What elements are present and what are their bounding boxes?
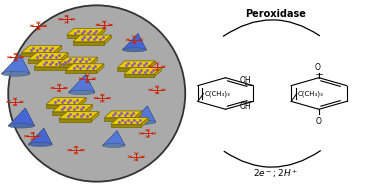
Polygon shape bbox=[141, 118, 148, 127]
Polygon shape bbox=[67, 35, 98, 38]
Text: O: O bbox=[316, 117, 322, 126]
Polygon shape bbox=[59, 64, 90, 67]
Polygon shape bbox=[122, 33, 146, 50]
Polygon shape bbox=[96, 64, 104, 73]
Polygon shape bbox=[68, 75, 95, 95]
Polygon shape bbox=[52, 112, 84, 115]
Text: O: O bbox=[314, 63, 321, 72]
Polygon shape bbox=[104, 35, 112, 45]
Polygon shape bbox=[28, 53, 68, 60]
Polygon shape bbox=[67, 28, 105, 35]
Polygon shape bbox=[102, 131, 125, 147]
Text: Peroxidase: Peroxidase bbox=[245, 9, 306, 19]
Polygon shape bbox=[118, 68, 147, 70]
Polygon shape bbox=[102, 131, 125, 146]
Text: C(CH₃)₃: C(CH₃)₃ bbox=[298, 90, 324, 97]
Polygon shape bbox=[8, 108, 35, 126]
Polygon shape bbox=[122, 33, 146, 52]
Polygon shape bbox=[59, 119, 91, 122]
Text: OH: OH bbox=[240, 76, 251, 85]
Polygon shape bbox=[132, 106, 156, 124]
Polygon shape bbox=[132, 106, 156, 122]
Polygon shape bbox=[104, 118, 135, 121]
Polygon shape bbox=[22, 53, 53, 56]
Polygon shape bbox=[73, 35, 112, 42]
Polygon shape bbox=[28, 60, 60, 63]
Polygon shape bbox=[104, 111, 142, 118]
Polygon shape bbox=[154, 68, 161, 77]
Polygon shape bbox=[53, 46, 62, 56]
Polygon shape bbox=[147, 61, 155, 70]
Polygon shape bbox=[59, 57, 98, 64]
Polygon shape bbox=[28, 128, 52, 145]
FancyArrowPatch shape bbox=[223, 20, 319, 36]
Polygon shape bbox=[111, 118, 148, 124]
Ellipse shape bbox=[8, 5, 185, 182]
Text: OH: OH bbox=[240, 102, 251, 111]
Polygon shape bbox=[65, 70, 96, 73]
Polygon shape bbox=[68, 75, 95, 93]
Polygon shape bbox=[22, 46, 62, 53]
Polygon shape bbox=[66, 60, 74, 70]
Text: $2e^-; 2H^+$: $2e^-; 2H^+$ bbox=[253, 167, 298, 180]
Polygon shape bbox=[118, 61, 155, 68]
Polygon shape bbox=[46, 105, 78, 108]
Polygon shape bbox=[34, 60, 74, 67]
FancyArrowPatch shape bbox=[224, 151, 321, 167]
Polygon shape bbox=[52, 105, 93, 112]
Polygon shape bbox=[34, 67, 66, 70]
Polygon shape bbox=[60, 53, 68, 63]
Polygon shape bbox=[84, 105, 93, 115]
Polygon shape bbox=[73, 42, 104, 45]
Polygon shape bbox=[2, 54, 30, 74]
Polygon shape bbox=[111, 124, 141, 127]
Polygon shape bbox=[124, 74, 154, 77]
Polygon shape bbox=[78, 98, 86, 108]
Polygon shape bbox=[124, 68, 161, 74]
Polygon shape bbox=[8, 108, 35, 128]
Polygon shape bbox=[65, 64, 104, 70]
Polygon shape bbox=[46, 98, 86, 105]
Polygon shape bbox=[28, 128, 52, 147]
Polygon shape bbox=[91, 112, 99, 122]
Polygon shape bbox=[135, 111, 142, 121]
Polygon shape bbox=[59, 112, 99, 119]
Text: C(CH₃)₃: C(CH₃)₃ bbox=[204, 90, 230, 97]
Polygon shape bbox=[2, 54, 30, 76]
Polygon shape bbox=[90, 57, 98, 67]
Polygon shape bbox=[98, 28, 105, 38]
